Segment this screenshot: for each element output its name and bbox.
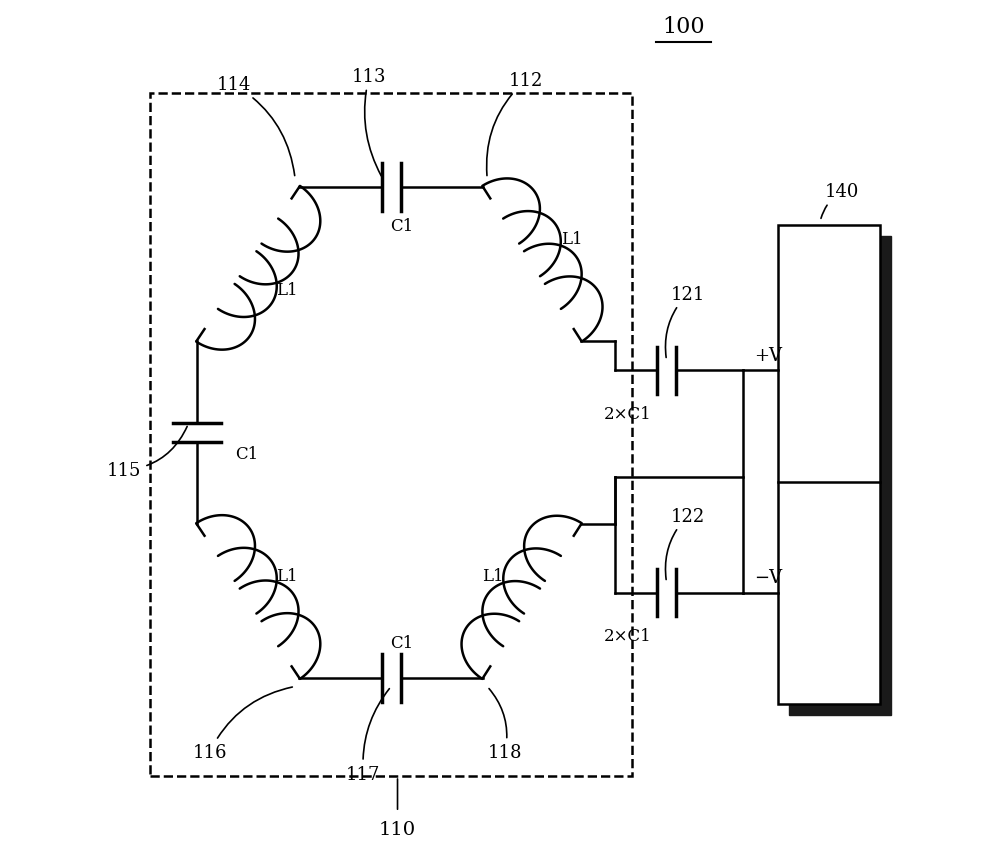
Text: 116: 116 [192, 688, 292, 762]
Text: 122: 122 [665, 507, 705, 580]
Text: L1: L1 [561, 230, 582, 247]
Text: 110: 110 [379, 820, 416, 838]
Polygon shape [789, 237, 891, 715]
Bar [150, 94, 632, 776]
Text: 118: 118 [488, 688, 522, 762]
Text: 2×C1: 2×C1 [604, 627, 652, 644]
Text: L1: L1 [482, 567, 503, 584]
Text: C1: C1 [390, 634, 413, 651]
Text: 121: 121 [665, 285, 705, 358]
Text: −V: −V [754, 568, 782, 587]
Text: 113: 113 [352, 67, 387, 177]
Text: 2×C1: 2×C1 [604, 405, 652, 422]
Text: 115: 115 [107, 426, 187, 480]
Text: C1: C1 [235, 446, 258, 462]
Text: 100: 100 [662, 16, 705, 38]
Text: 112: 112 [487, 72, 543, 177]
Text: 140: 140 [821, 183, 859, 219]
Text: L1: L1 [276, 282, 298, 299]
Text: 114: 114 [216, 76, 295, 177]
Text: L1: L1 [276, 567, 298, 583]
Polygon shape [778, 226, 880, 704]
Text: C1: C1 [390, 218, 413, 235]
Text: 117: 117 [346, 689, 389, 783]
Text: +V: +V [754, 346, 782, 365]
